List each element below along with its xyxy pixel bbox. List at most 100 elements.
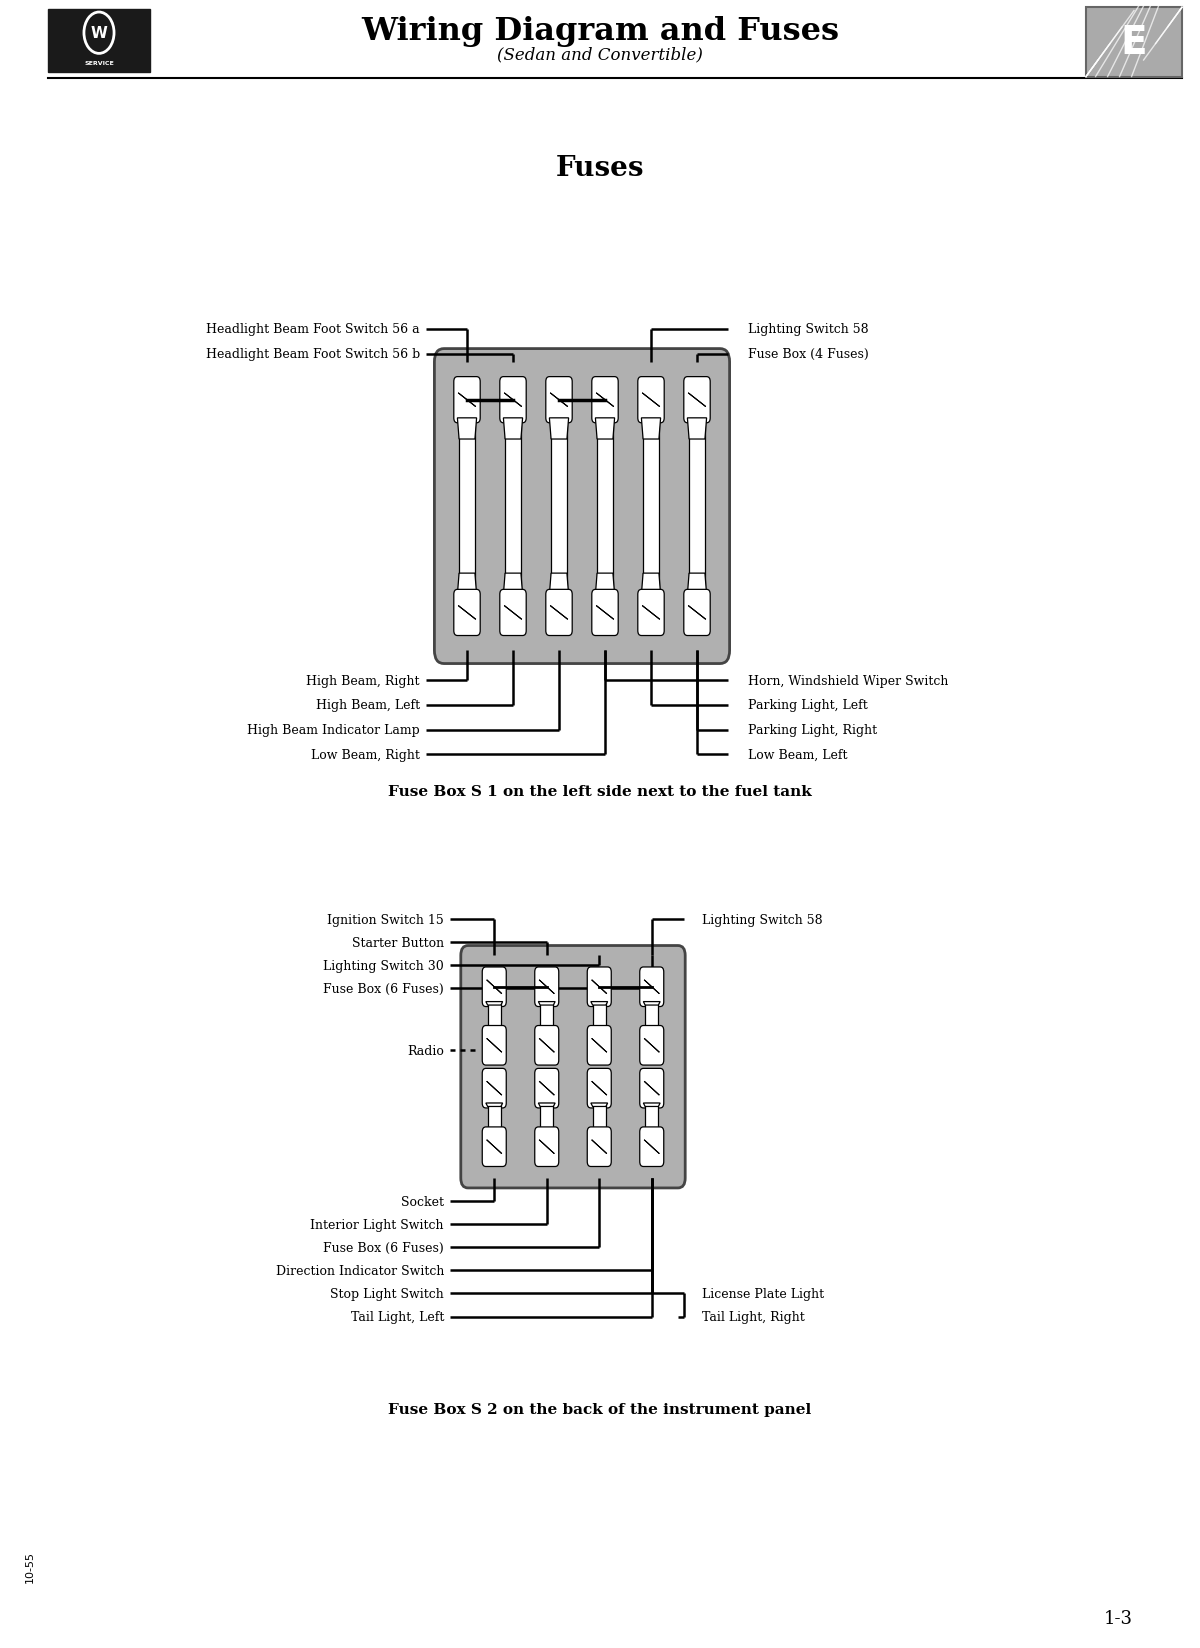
FancyBboxPatch shape — [587, 967, 611, 1007]
Text: Ignition Switch 15: Ignition Switch 15 — [328, 913, 444, 926]
Polygon shape — [457, 419, 476, 440]
Polygon shape — [457, 574, 476, 595]
Polygon shape — [643, 1129, 660, 1132]
FancyBboxPatch shape — [640, 1070, 664, 1109]
Bar — [593, 1002, 606, 1032]
FancyBboxPatch shape — [499, 590, 527, 636]
Bar — [643, 419, 659, 595]
Text: Radio: Radio — [407, 1045, 444, 1056]
Text: Fuses: Fuses — [556, 155, 644, 181]
Bar — [540, 1104, 553, 1132]
FancyBboxPatch shape — [535, 1025, 559, 1066]
Text: Lighting Switch 58: Lighting Switch 58 — [748, 323, 869, 336]
Text: Low Beam, Left: Low Beam, Left — [748, 748, 847, 761]
Text: Fuse Box (4 Fuses): Fuse Box (4 Fuses) — [748, 348, 869, 361]
Text: W: W — [90, 26, 108, 41]
FancyBboxPatch shape — [546, 590, 572, 636]
FancyBboxPatch shape — [640, 967, 664, 1007]
Bar — [689, 419, 704, 595]
Polygon shape — [688, 419, 707, 440]
Text: (Sedan and Convertible): (Sedan and Convertible) — [497, 46, 703, 63]
Polygon shape — [595, 574, 614, 595]
FancyBboxPatch shape — [535, 1070, 559, 1109]
FancyBboxPatch shape — [482, 1127, 506, 1167]
FancyBboxPatch shape — [592, 377, 618, 424]
FancyBboxPatch shape — [482, 1025, 506, 1066]
Polygon shape — [504, 419, 523, 440]
Polygon shape — [539, 1002, 556, 1005]
FancyBboxPatch shape — [640, 1127, 664, 1167]
Text: Fuse Box (6 Fuses): Fuse Box (6 Fuses) — [323, 1241, 444, 1254]
Polygon shape — [590, 1002, 607, 1005]
Polygon shape — [550, 574, 569, 595]
Text: Fuse Box (6 Fuses): Fuse Box (6 Fuses) — [323, 982, 444, 995]
Polygon shape — [641, 419, 661, 440]
Polygon shape — [539, 1104, 556, 1107]
Text: Parking Light, Left: Parking Light, Left — [748, 699, 868, 712]
Text: Parking Light, Right: Parking Light, Right — [748, 723, 877, 737]
FancyBboxPatch shape — [434, 349, 730, 664]
Polygon shape — [590, 1027, 607, 1032]
Text: Low Beam, Right: Low Beam, Right — [311, 748, 420, 761]
Text: High Beam, Left: High Beam, Left — [316, 699, 420, 712]
FancyBboxPatch shape — [638, 377, 665, 424]
Text: Tail Light, Right: Tail Light, Right — [702, 1310, 805, 1323]
FancyBboxPatch shape — [482, 1070, 506, 1109]
Polygon shape — [590, 1104, 607, 1107]
FancyBboxPatch shape — [640, 1025, 664, 1066]
Text: Interior Light Switch: Interior Light Switch — [311, 1218, 444, 1231]
Polygon shape — [504, 574, 523, 595]
Bar — [460, 419, 475, 595]
Polygon shape — [486, 1027, 503, 1032]
Text: 1-3: 1-3 — [1104, 1610, 1133, 1627]
Text: Headlight Beam Foot Switch 56 a: Headlight Beam Foot Switch 56 a — [206, 323, 420, 336]
Text: Lighting Switch 30: Lighting Switch 30 — [323, 959, 444, 972]
Text: High Beam Indicator Lamp: High Beam Indicator Lamp — [247, 723, 420, 737]
Polygon shape — [590, 1129, 607, 1132]
Polygon shape — [643, 1027, 660, 1032]
Text: Fuse Box S 1 on the left side next to the fuel tank: Fuse Box S 1 on the left side next to th… — [388, 784, 812, 798]
Text: Socket: Socket — [401, 1195, 444, 1208]
FancyBboxPatch shape — [638, 590, 665, 636]
Bar — [598, 419, 613, 595]
Text: Horn, Windshield Wiper Switch: Horn, Windshield Wiper Switch — [748, 674, 948, 687]
FancyBboxPatch shape — [454, 377, 480, 424]
Bar — [646, 1104, 659, 1132]
Text: Direction Indicator Switch: Direction Indicator Switch — [276, 1264, 444, 1277]
Bar — [646, 1002, 659, 1032]
Text: Headlight Beam Foot Switch 56 b: Headlight Beam Foot Switch 56 b — [205, 348, 420, 361]
Polygon shape — [539, 1027, 556, 1032]
Polygon shape — [539, 1129, 556, 1132]
Text: High Beam, Right: High Beam, Right — [306, 674, 420, 687]
Text: E: E — [1121, 23, 1147, 63]
Text: Stop Light Switch: Stop Light Switch — [330, 1287, 444, 1300]
FancyBboxPatch shape — [546, 377, 572, 424]
Text: Tail Light, Left: Tail Light, Left — [350, 1310, 444, 1323]
Polygon shape — [550, 419, 569, 440]
Text: 10-55: 10-55 — [25, 1549, 35, 1582]
FancyBboxPatch shape — [454, 590, 480, 636]
FancyBboxPatch shape — [461, 946, 685, 1188]
Polygon shape — [486, 1002, 503, 1005]
Polygon shape — [595, 419, 614, 440]
FancyBboxPatch shape — [684, 377, 710, 424]
FancyBboxPatch shape — [535, 1127, 559, 1167]
FancyBboxPatch shape — [592, 590, 618, 636]
Polygon shape — [486, 1129, 503, 1132]
Polygon shape — [643, 1104, 660, 1107]
Bar — [551, 419, 566, 595]
FancyBboxPatch shape — [535, 967, 559, 1007]
Polygon shape — [641, 574, 661, 595]
Polygon shape — [688, 574, 707, 595]
Text: Wiring Diagram and Fuses: Wiring Diagram and Fuses — [361, 16, 839, 46]
FancyBboxPatch shape — [587, 1127, 611, 1167]
FancyBboxPatch shape — [587, 1025, 611, 1066]
FancyBboxPatch shape — [587, 1070, 611, 1109]
Text: License Plate Light: License Plate Light — [702, 1287, 824, 1300]
Text: SERVICE: SERVICE — [84, 61, 114, 66]
Bar — [487, 1002, 500, 1032]
Bar — [505, 419, 521, 595]
Bar — [48, 10, 150, 73]
Text: Lighting Switch 58: Lighting Switch 58 — [702, 913, 823, 926]
FancyBboxPatch shape — [684, 590, 710, 636]
